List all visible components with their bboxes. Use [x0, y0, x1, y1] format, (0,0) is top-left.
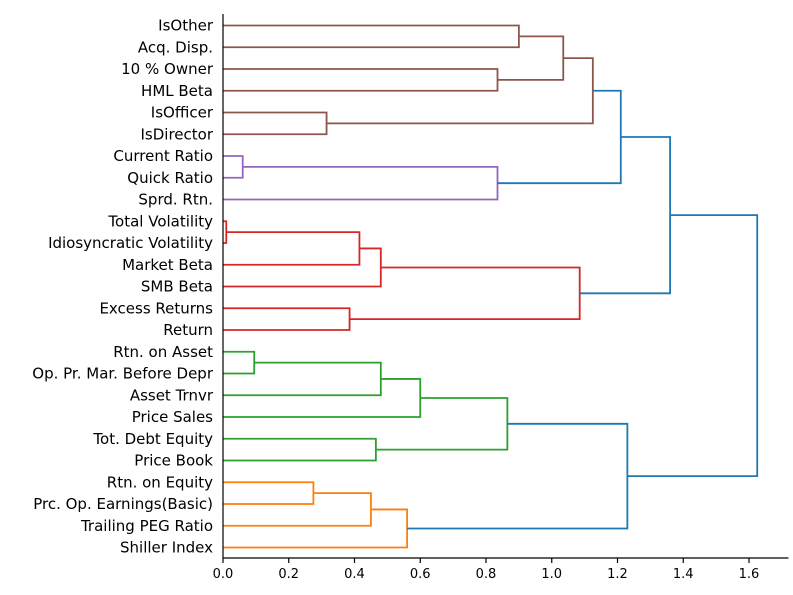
leaf-label-10-owner: 10 % Owner — [121, 60, 214, 78]
leaf-label-current-ratio: Current Ratio — [113, 147, 213, 165]
leaf-label-asset-trnvr: Asset Trnvr — [130, 386, 214, 404]
dendrogram-link-m4 — [223, 111, 328, 136]
leaf-label-return: Return — [163, 321, 213, 339]
leaf-label-market-beta: Market Beta — [122, 256, 213, 274]
leaf-label-hml-beta: HML Beta — [141, 82, 213, 100]
dendrogram-link-m12 — [223, 307, 351, 331]
dendrogram-link-m22 — [223, 508, 408, 549]
dendrogram-link-m11 — [223, 247, 382, 288]
dendrogram-link-m19 — [375, 397, 509, 451]
dendrogram-link-m18 — [223, 437, 377, 462]
dendrogram-links — [223, 24, 759, 549]
leaf-label-excess-returns: Excess Returns — [99, 299, 213, 317]
dendrogram-link-m6 — [223, 155, 244, 179]
dendrogram-link-m23 — [407, 422, 629, 530]
x-tick-label: 1.6 — [739, 567, 760, 582]
leaf-label-isother: IsOther — [158, 17, 214, 35]
leaf-label-total-volatility: Total Volatility — [107, 212, 213, 230]
x-tick-label: 1.0 — [541, 567, 562, 582]
dendrogram-link-m2 — [223, 68, 499, 92]
x-axis: 0.0 0.2 0.4 0.6 0.8 1.0 1.2 1.4 1.6 — [213, 557, 789, 582]
dendrogram-link-m24 — [627, 214, 759, 478]
leaf-label-trailing-peg-ratio: Trailing PEG Ratio — [80, 517, 213, 535]
x-tick-label: 1.2 — [607, 567, 628, 582]
leaf-label-idiosyncratic-volatility: Idiosyncratic Volatility — [48, 234, 213, 252]
leaf-label-smb-beta: SMB Beta — [141, 278, 213, 296]
dendrogram-link-m8 — [497, 89, 622, 185]
dendrogram-link-m21 — [223, 492, 372, 527]
dendrogram-link-m10 — [223, 231, 361, 266]
dendrogram-link-m16 — [223, 361, 382, 397]
leaf-label-shiller-index: Shiller Index — [120, 539, 213, 557]
leaf-label-prc-op-earnings-basic: Prc. Op. Earnings(Basic) — [33, 495, 213, 513]
dendrogram-link-m14 — [579, 136, 671, 295]
dendrogram-link-m17 — [223, 378, 422, 418]
leaf-label-isdirector: IsDirector — [141, 125, 214, 143]
leaf-label-tot-debt-equity: Tot. Debt Equity — [92, 430, 213, 448]
leaf-label-op-pr-mar-before-depr: Op. Pr. Mar. Before Depr — [32, 365, 214, 383]
leaf-labels: IsOther Acq. Disp. 10 % Owner HML Beta IsOff… — [32, 17, 214, 557]
x-tick-label: 0.0 — [213, 567, 234, 582]
leaf-label-price-book: Price Book — [134, 452, 213, 470]
dendrogram-link-m3 — [497, 35, 565, 81]
leaf-label-price-sales: Price Sales — [132, 408, 213, 426]
dendrogram-link-m1 — [223, 24, 520, 49]
leaf-label-acq-disp: Acq. Disp. — [138, 38, 213, 56]
leaf-label-rtn-on-asset: Rtn. on Asset — [113, 343, 213, 361]
leaf-label-quick-ratio: Quick Ratio — [127, 169, 213, 187]
x-tick-label: 1.4 — [673, 567, 694, 582]
dendrogram-link-m13 — [349, 266, 581, 321]
x-tick-label: 0.6 — [410, 567, 431, 582]
x-tick-label: 0.2 — [278, 567, 299, 582]
dendrogram-link-m15 — [223, 350, 256, 375]
dendrogram-link-m20 — [223, 481, 315, 505]
dendrogram-link-m7 — [223, 165, 499, 201]
leaf-label-sprd-rtn: Sprd. Rtn. — [138, 191, 213, 209]
x-tick-label: 0.4 — [344, 567, 365, 582]
leaf-label-isofficer: IsOfficer — [151, 104, 214, 122]
x-tick-label: 0.8 — [476, 567, 497, 582]
leaf-label-rtn-on-equity: Rtn. on Equity — [107, 473, 213, 491]
